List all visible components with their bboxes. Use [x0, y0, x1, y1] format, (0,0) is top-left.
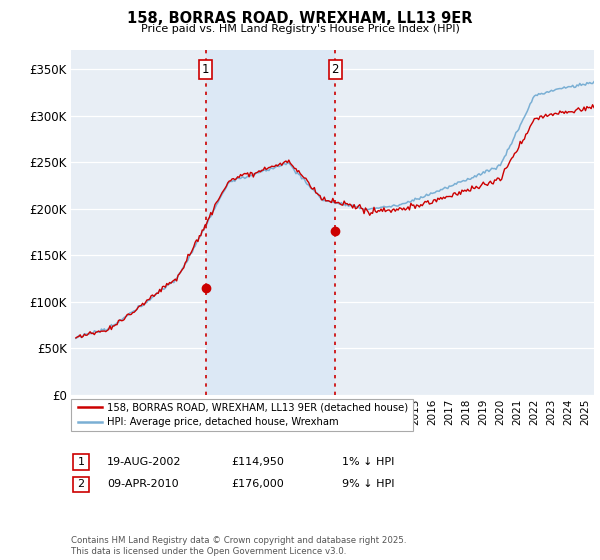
- Text: 19-AUG-2002: 19-AUG-2002: [107, 457, 181, 467]
- Text: Contains HM Land Registry data © Crown copyright and database right 2025.
This d: Contains HM Land Registry data © Crown c…: [71, 536, 406, 556]
- Text: 2: 2: [332, 63, 339, 76]
- Bar: [206, 50, 335, 395]
- Text: 158, BORRAS ROAD, WREXHAM, LL13 9ER: 158, BORRAS ROAD, WREXHAM, LL13 9ER: [127, 11, 473, 26]
- Text: 09-APR-2010: 09-APR-2010: [107, 479, 178, 489]
- Text: Price paid vs. HM Land Registry's House Price Index (HPI): Price paid vs. HM Land Registry's House …: [140, 24, 460, 34]
- Text: 158, BORRAS ROAD, WREXHAM, LL13 9ER (detached house): 158, BORRAS ROAD, WREXHAM, LL13 9ER (det…: [107, 403, 408, 413]
- Text: £176,000: £176,000: [231, 479, 284, 489]
- Text: HPI: Average price, detached house, Wrexham: HPI: Average price, detached house, Wrex…: [107, 417, 338, 427]
- Text: 9% ↓ HPI: 9% ↓ HPI: [342, 479, 395, 489]
- Text: 1% ↓ HPI: 1% ↓ HPI: [342, 457, 394, 467]
- Text: £114,950: £114,950: [231, 457, 284, 467]
- Text: 1: 1: [77, 457, 85, 467]
- Text: 2: 2: [77, 479, 85, 489]
- Text: 1: 1: [202, 63, 209, 76]
